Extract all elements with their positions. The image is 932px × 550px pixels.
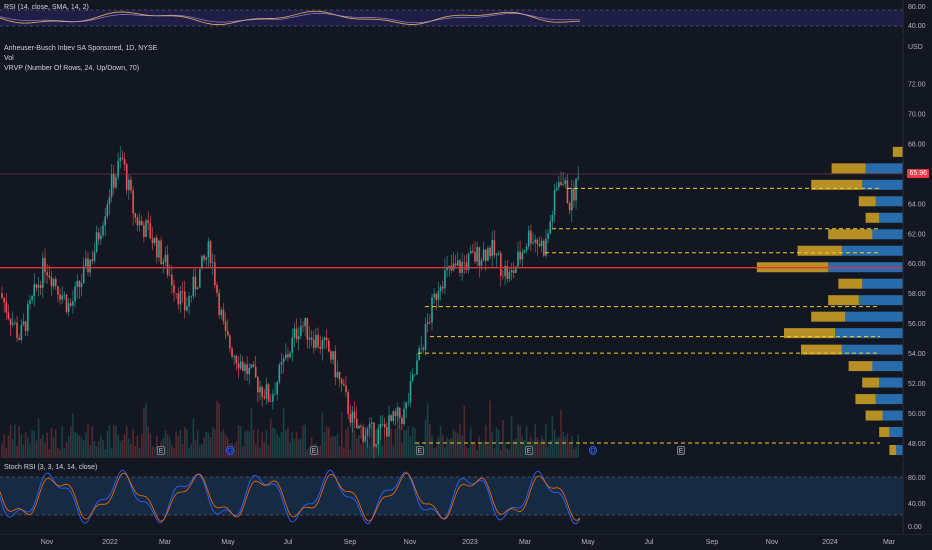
stoch-k-line [0, 469, 581, 525]
price-tick: 62.00 [908, 231, 926, 238]
time-tick: Jul [284, 539, 293, 546]
vp-down-bar [811, 179, 863, 190]
time-tick: 2024 [822, 539, 838, 546]
stoch-rsi-pane[interactable]: 80.00 40.00 0.00 Stoch RSI (3, 3, 14, 14… [0, 460, 932, 534]
dividend-marker[interactable]: D [226, 446, 234, 455]
vp-up-bar [858, 295, 903, 306]
stoch-plot: 80.00 40.00 0.00 [0, 460, 926, 534]
vp-down-bar [858, 196, 876, 207]
time-tick: Sep [344, 539, 357, 546]
vrvp-legend[interactable]: VRVP (Number Of Rows, 24, Up/Down, 70) [4, 65, 140, 72]
vp-down-bar [811, 311, 846, 322]
vp-down-bar [889, 445, 897, 456]
vp-up-bar [862, 179, 903, 190]
vp-down-bar [855, 394, 876, 405]
vp-up-bar [882, 410, 903, 421]
vp-down-bar [784, 328, 835, 339]
time-tick: May [581, 539, 595, 546]
vp-up-bar [845, 311, 903, 322]
vp-down-bar [828, 295, 859, 306]
vp-up-bar [879, 377, 903, 388]
vp-up-bar [896, 445, 903, 456]
stoch-tick-0: 0.00 [908, 524, 922, 531]
rsi-sma-line [0, 13, 580, 24]
vp-down-bar [879, 427, 890, 438]
stoch-tick-40: 40.00 [908, 501, 926, 508]
vp-up-bar [872, 361, 903, 372]
earnings-marker[interactable]: E [525, 446, 533, 455]
time-tick: 2023 [462, 539, 478, 546]
vp-up-bar [835, 328, 903, 339]
price-tick: 54.00 [908, 351, 926, 358]
vp-up-bar [875, 196, 903, 207]
price-tick: 68.00 [908, 141, 926, 148]
stoch-legend[interactable]: Stoch RSI (3, 3, 14, 14, close) [4, 464, 98, 471]
price-chart: USD 72.0070.0068.0066.0064.0062.0060.005… [0, 36, 926, 458]
last-price-badge: 65.96 [907, 168, 929, 178]
price-tick: 64.00 [908, 201, 926, 208]
vp-down-bar [892, 146, 903, 157]
price-tick: 70.00 [908, 111, 926, 118]
time-axis[interactable]: Nov 2022 Mar May Jul Sep Nov 2023 Mar May Jul Sep No… [0, 534, 932, 550]
symbol-title[interactable]: Anheuser-Busch Inbev SA Sponsored, 1D, N… [4, 45, 158, 52]
stoch-tick-80: 80.00 [908, 475, 926, 482]
price-tick: 50.00 [908, 411, 926, 418]
vp-down-bar [797, 245, 842, 256]
time-tick: May [221, 539, 235, 546]
rsi-tick-80: 80.00 [908, 4, 926, 11]
rsi-line [0, 10, 581, 26]
price-tick: 72.00 [908, 81, 926, 88]
earnings-marker[interactable]: E [416, 446, 424, 455]
price-tick: 58.00 [908, 291, 926, 298]
vp-up-bar [875, 394, 903, 405]
vp-up-bar [865, 163, 903, 174]
time-tick: Sep [706, 539, 719, 546]
price-tick: 52.00 [908, 381, 926, 388]
rsi-legend[interactable]: RSI (14, close, SMA, 14, 2) [4, 4, 89, 11]
stoch-band [0, 477, 903, 515]
price-tick: 48.00 [908, 441, 926, 448]
vp-up-bar [841, 344, 903, 355]
vp-up-bar [872, 229, 903, 240]
vp-down-bar [865, 410, 883, 421]
vp-down-bar [848, 361, 873, 372]
vp-up-bar [862, 278, 903, 289]
stoch-d-line [0, 472, 581, 522]
currency-label: USD [908, 44, 923, 51]
rsi-pane[interactable]: 80.00 40.00 RSI (14, close, SMA, 14, 2) [0, 0, 932, 34]
time-tick: Nov [41, 539, 54, 546]
vp-up-bar [879, 212, 903, 223]
vp-up-bar [889, 427, 903, 438]
earnings-marker[interactable]: E [310, 446, 318, 455]
vp-up-bar [841, 245, 903, 256]
vp-down-bar [801, 344, 842, 355]
vp-down-bar [865, 212, 880, 223]
rsi-plot: 80.00 40.00 [0, 0, 926, 34]
time-tick: Mar [519, 539, 532, 546]
vp-down-bar [838, 278, 863, 289]
time-tick: 2022 [102, 539, 118, 546]
vp-down-bar [828, 229, 873, 240]
vp-down-bar [862, 377, 880, 388]
time-tick: Nov [766, 539, 779, 546]
dividend-marker[interactable]: D [589, 446, 597, 455]
time-tick: Mar [883, 539, 896, 546]
price-tick: 56.00 [908, 321, 926, 328]
vol-legend[interactable]: Vol [4, 55, 14, 62]
price-tick: 60.00 [908, 261, 926, 268]
rsi-tick-40: 40.00 [908, 23, 926, 30]
time-tick: Jul [645, 539, 654, 546]
time-tick: Mar [159, 539, 172, 546]
vp-down-bar [831, 163, 866, 174]
earnings-marker[interactable]: E [677, 446, 685, 455]
time-tick: Nov [404, 539, 417, 546]
earnings-marker[interactable]: E [157, 446, 165, 455]
price-pane[interactable]: USD 72.0070.0068.0066.0064.0062.0060.005… [0, 36, 932, 458]
